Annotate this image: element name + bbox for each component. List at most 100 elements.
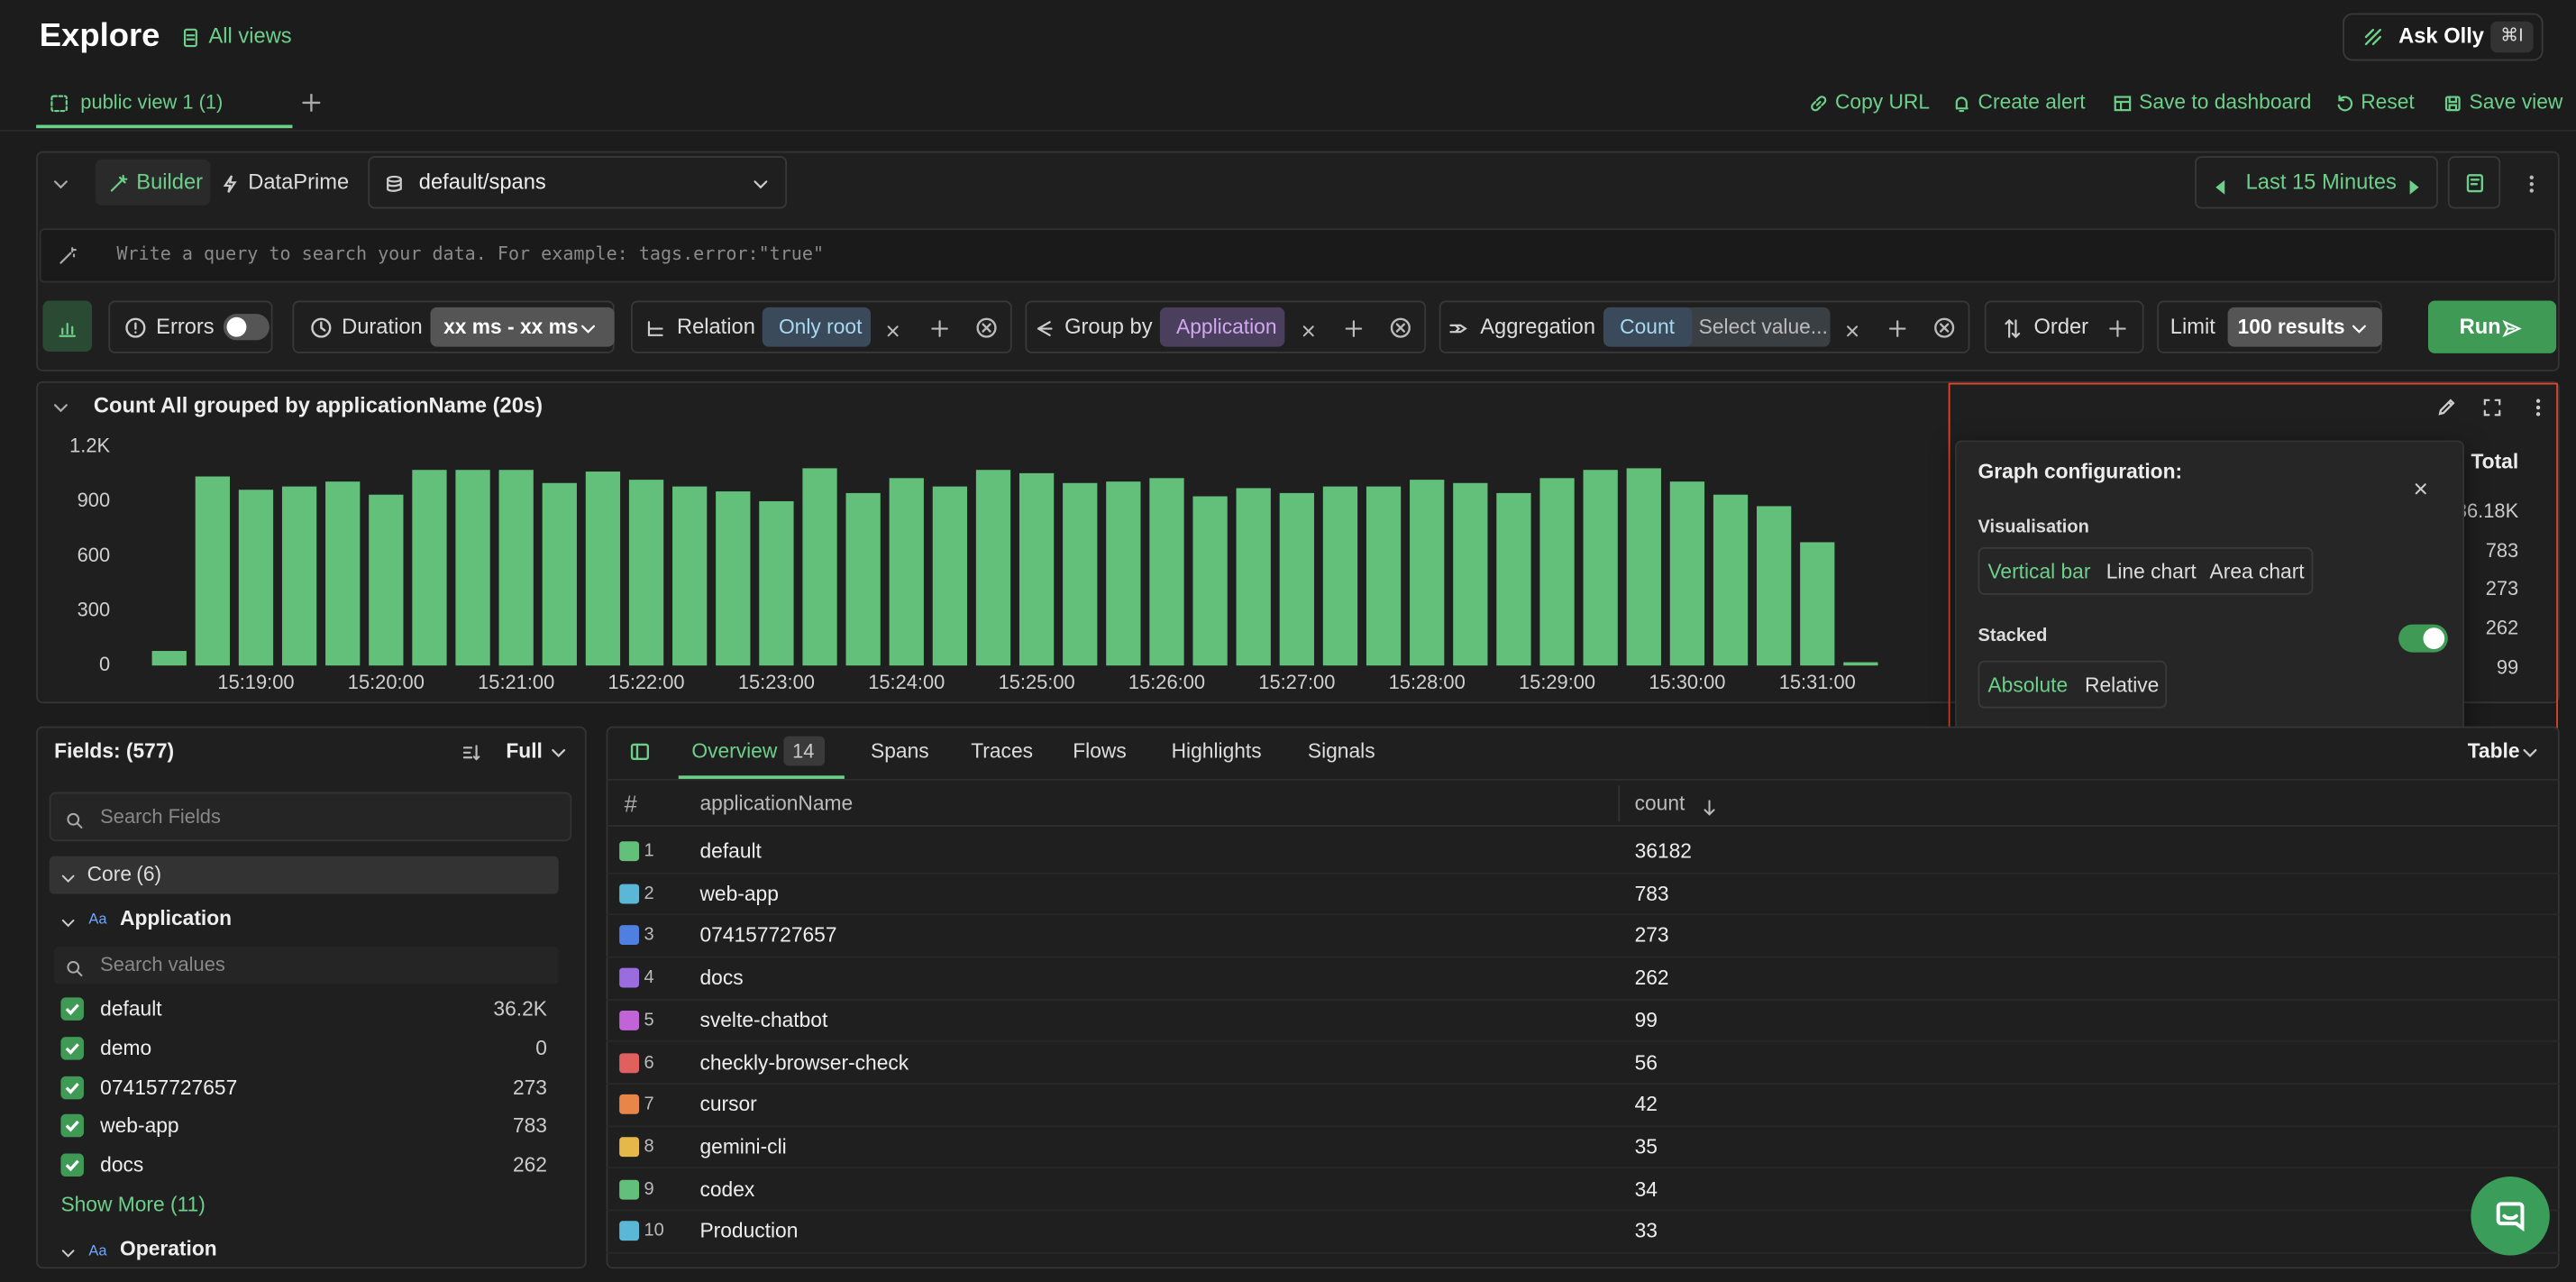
fields-sort[interactable] xyxy=(461,741,481,761)
toolbar-action[interactable]: Copy URL xyxy=(1834,90,1931,114)
sidebar-toggle[interactable] xyxy=(628,740,650,762)
order-icon xyxy=(2003,317,2023,339)
add-value[interactable] xyxy=(930,317,950,337)
add-value[interactable] xyxy=(1344,317,1364,337)
chat-launcher[interactable] xyxy=(2471,1177,2550,1256)
row-name: Production xyxy=(699,1219,799,1243)
show-more[interactable]: Show More (11) xyxy=(60,1193,206,1216)
mode-dataprime[interactable]: DataPrime xyxy=(248,169,350,195)
run-label: Run xyxy=(2459,314,2501,339)
source-select[interactable] xyxy=(368,156,788,209)
source-value: default/spans xyxy=(418,169,546,195)
bar-chart: 0 300 600 900 1.2K 15:19:00 15:20:00 15:21:00 15… xyxy=(69,435,1878,693)
toolbar-action[interactable]: Save to dashboard xyxy=(2139,90,2312,114)
legend-total: 36.18K xyxy=(2455,499,2519,523)
option[interactable]: Vertical bar xyxy=(1987,560,2091,584)
value-checkbox[interactable] xyxy=(60,1153,84,1177)
row-index: 4 xyxy=(644,967,654,988)
bar xyxy=(238,490,274,666)
builder-mode[interactable] xyxy=(95,159,211,206)
row-name: cursor xyxy=(699,1093,757,1116)
row-color xyxy=(619,1178,640,1199)
limit-value: 100 results xyxy=(2237,315,2345,339)
value-checkbox[interactable] xyxy=(60,997,84,1021)
count-chip xyxy=(1603,307,1693,347)
results-tab[interactable]: Flows xyxy=(1073,739,1127,763)
option[interactable]: Area chart xyxy=(2209,560,2305,584)
query-input[interactable] xyxy=(39,228,2557,283)
panel-menu[interactable] xyxy=(2528,396,2548,417)
option-group xyxy=(1978,660,2168,709)
y-tick-label: 1.2K xyxy=(69,435,110,457)
results-tab[interactable]: Overview xyxy=(691,739,778,763)
y-tick-label: 0 xyxy=(99,653,110,675)
row-divider xyxy=(606,956,2560,958)
chart-collapse[interactable] xyxy=(51,396,71,416)
add-tab[interactable] xyxy=(300,91,322,113)
bar xyxy=(1236,488,1271,666)
view-tab[interactable]: public view 1 (1) xyxy=(80,90,224,114)
x-tick-label: 15:20:00 xyxy=(348,671,425,693)
results-tab[interactable]: Highlights xyxy=(1171,739,1262,763)
field-type: Application xyxy=(120,907,233,930)
config-close[interactable] xyxy=(2411,476,2429,494)
collapse-toggle[interactable] xyxy=(51,172,71,192)
add-value[interactable] xyxy=(1887,317,1907,337)
remove-value[interactable] xyxy=(1299,318,1317,336)
clear-filter[interactable] xyxy=(975,316,997,338)
row-count: 34 xyxy=(1634,1177,1658,1201)
row-divider xyxy=(606,1209,2560,1212)
results-tab[interactable]: Traces xyxy=(971,739,1034,763)
row-index: 8 xyxy=(644,1137,654,1157)
toolbar-action[interactable]: Create alert xyxy=(1978,90,2086,114)
toolbar-action[interactable]: Reset xyxy=(2361,90,2415,114)
fields-search[interactable] xyxy=(49,792,572,842)
remove-value[interactable] xyxy=(1842,318,1860,336)
more-menu[interactable] xyxy=(2522,172,2542,193)
ask-olly-button[interactable] xyxy=(2343,13,2544,61)
y-tick-label: 900 xyxy=(78,489,110,511)
value-checkbox[interactable] xyxy=(60,1076,84,1099)
bar xyxy=(542,482,577,666)
column-header[interactable]: count xyxy=(1634,792,1685,816)
value-name: web-app xyxy=(100,1114,179,1139)
fields-view[interactable]: Full xyxy=(506,739,543,763)
edit-icon[interactable] xyxy=(2435,395,2457,417)
clear-filter[interactable] xyxy=(1932,316,1954,338)
option[interactable]: Relative xyxy=(2085,673,2160,697)
value-count: 36.2K xyxy=(493,997,547,1021)
option[interactable]: Absolute xyxy=(1987,673,2069,697)
chart-toggle-icon xyxy=(58,317,78,337)
row-color xyxy=(619,1221,640,1241)
remove-value[interactable] xyxy=(883,318,901,336)
legend-total: 99 xyxy=(2496,655,2519,679)
results-tab[interactable]: Signals xyxy=(1307,739,1375,763)
all-views-link[interactable]: All views xyxy=(208,23,292,48)
toolbar-action[interactable]: Save view xyxy=(2469,90,2563,114)
save-query[interactable] xyxy=(2447,156,2501,209)
relation-value: Only root xyxy=(778,315,863,339)
row-index: 5 xyxy=(644,1010,654,1030)
run-button[interactable] xyxy=(2427,300,2557,353)
clear-filter[interactable] xyxy=(1389,316,1411,338)
filter-segment xyxy=(108,300,273,353)
option[interactable]: Line chart xyxy=(2106,560,2197,584)
expand-icon[interactable] xyxy=(2482,396,2502,417)
results-view[interactable]: Table xyxy=(2467,739,2520,763)
time-range[interactable] xyxy=(2195,156,2438,209)
filter-segment xyxy=(630,300,1012,353)
limit-chip[interactable] xyxy=(2227,307,2382,347)
value-checkbox[interactable] xyxy=(60,1114,84,1139)
row-name: web-app xyxy=(699,882,779,905)
value-count: 783 xyxy=(512,1114,547,1139)
errors-toggle-knob xyxy=(226,316,247,337)
value-checkbox[interactable] xyxy=(60,1036,84,1060)
sort-icon xyxy=(1700,794,1718,815)
core-group[interactable] xyxy=(49,856,559,894)
legend-total: 262 xyxy=(2485,616,2519,640)
results-tab[interactable]: Spans xyxy=(871,739,929,763)
group-by-chip xyxy=(1159,307,1285,347)
add-order[interactable] xyxy=(2108,317,2128,337)
values-search[interactable] xyxy=(54,946,559,984)
